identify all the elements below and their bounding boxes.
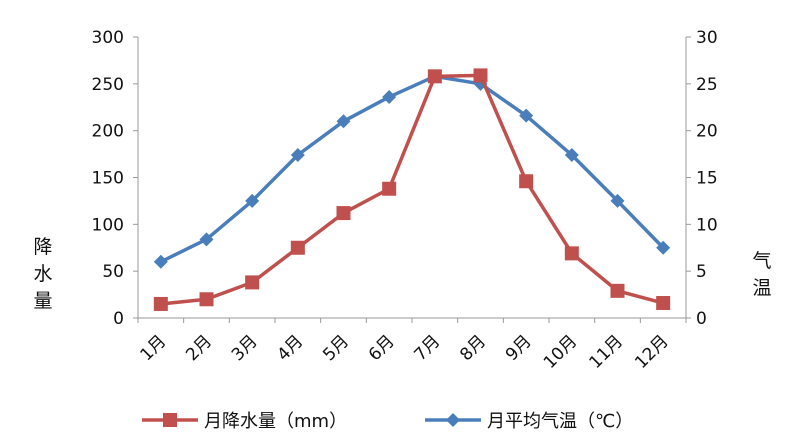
x-tick-label: 9月 <box>502 331 536 365</box>
legend-item-temperature: 月平均气温（℃） <box>425 411 633 432</box>
data-point <box>427 69 442 84</box>
right-tick-label: 20 <box>696 122 718 142</box>
right-tick-label: 0 <box>696 309 707 329</box>
legend-item-precipitation: 月降水量（mm） <box>142 411 347 432</box>
left-tick-label: 300 <box>92 28 124 48</box>
x-tick-label: 2月 <box>182 331 216 365</box>
data-point <box>382 89 397 104</box>
left-axis-title-char: 降 <box>33 236 52 258</box>
left-tick-label: 150 <box>92 169 124 189</box>
data-point <box>336 114 351 129</box>
data-point <box>199 292 214 307</box>
left-tick-label: 100 <box>92 215 124 235</box>
series-line <box>160 74 665 264</box>
data-point <box>336 206 351 221</box>
x-tick-label: 7月 <box>411 331 445 365</box>
series-temperature <box>153 69 671 269</box>
legend: 月降水量（mm） 月平均气温（℃） <box>142 411 633 432</box>
legend-label: 月平均气温（℃） <box>487 411 633 432</box>
data-point <box>610 283 625 298</box>
x-tick-label: 6月 <box>365 331 399 365</box>
legend-marker <box>446 413 460 427</box>
data-point <box>153 296 168 311</box>
series-precipitation <box>153 68 671 311</box>
data-point <box>245 193 260 208</box>
legend-marker <box>163 413 177 427</box>
series-layer <box>153 68 671 311</box>
right-axis-title-char: 气 <box>752 250 771 272</box>
data-point <box>656 296 671 311</box>
right-tick-label: 10 <box>696 215 718 235</box>
x-tick-label: 4月 <box>274 331 308 365</box>
right-axis-title: 气温 <box>752 250 771 299</box>
left-axis-title-char: 量 <box>33 290 52 312</box>
axes: 0 50 100 150 200 250 300 0 5 10 15 20 25 30 1月 2月 3月 4月 5月… <box>33 28 771 373</box>
x-tick-label: 1月 <box>137 331 171 365</box>
left-axis-title-char: 水 <box>33 263 52 285</box>
data-point <box>473 68 488 83</box>
data-point <box>153 254 168 269</box>
data-point <box>564 148 579 163</box>
x-tick-label: 3月 <box>228 331 262 365</box>
right-axis-title-char: 温 <box>752 277 771 299</box>
left-tick-label: 200 <box>92 122 124 142</box>
data-point <box>656 240 671 255</box>
right-tick-label: 25 <box>696 75 718 95</box>
data-point <box>519 174 534 189</box>
right-tick-label: 5 <box>696 262 707 282</box>
left-tick-label: 250 <box>92 75 124 95</box>
data-point <box>382 181 397 196</box>
x-tick-label: 11月 <box>586 331 627 372</box>
right-tick-label: 15 <box>696 169 718 189</box>
data-point <box>519 108 534 123</box>
series-line <box>160 73 664 306</box>
data-point <box>199 232 214 247</box>
legend-label: 月降水量（mm） <box>204 411 347 432</box>
data-point <box>564 246 579 261</box>
left-tick-label: 50 <box>102 262 124 282</box>
x-tick-label: 10月 <box>540 331 581 372</box>
left-tick-label: 0 <box>113 309 124 329</box>
right-tick-label: 30 <box>696 28 718 48</box>
x-tick-label: 12月 <box>631 331 672 372</box>
data-point <box>290 240 305 255</box>
data-point <box>290 148 305 163</box>
left-axis-title: 降水量 <box>33 236 52 312</box>
data-point <box>610 193 625 208</box>
x-tick-label: 5月 <box>319 331 353 365</box>
data-point <box>245 275 260 290</box>
x-tick-label: 8月 <box>456 331 490 365</box>
